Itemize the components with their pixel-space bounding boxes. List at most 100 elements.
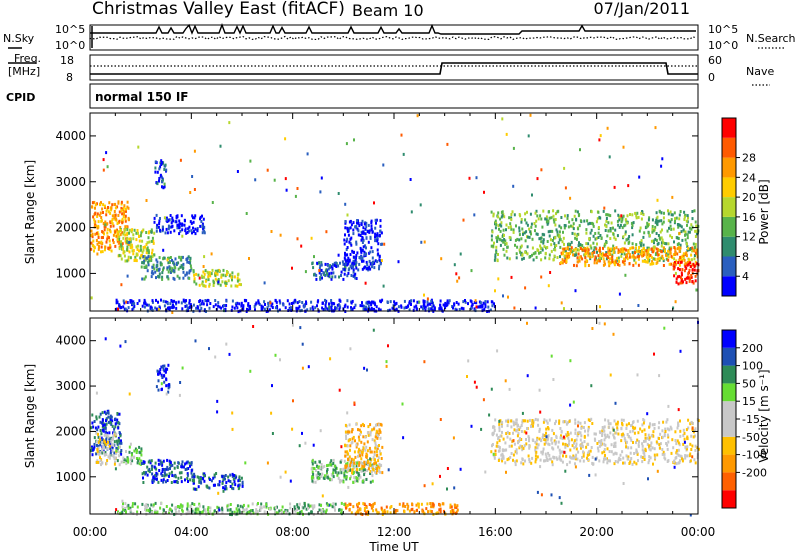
data-cell — [558, 230, 561, 234]
data-cell — [690, 274, 693, 277]
data-cell — [686, 447, 688, 451]
data-cell — [560, 434, 562, 438]
data-cell — [379, 436, 382, 440]
noise-cell — [270, 230, 273, 233]
data-cell — [413, 305, 416, 309]
data-cell — [332, 475, 335, 479]
data-cell — [608, 435, 611, 439]
data-cell — [337, 476, 340, 480]
data-cell — [169, 464, 172, 468]
data-cell — [372, 456, 375, 460]
data-cell — [677, 421, 680, 425]
data-cell — [161, 271, 164, 275]
data-cell — [122, 502, 124, 506]
data-cell — [303, 501, 306, 505]
data-cell — [292, 301, 295, 305]
data-cell — [546, 222, 549, 226]
data-cell — [534, 440, 537, 444]
data-cell — [544, 459, 547, 463]
data-cell — [140, 453, 143, 457]
data-cell — [670, 254, 673, 258]
data-cell — [536, 214, 539, 218]
data-cell — [573, 446, 576, 450]
data-cell — [368, 251, 371, 255]
data-cell — [531, 438, 534, 442]
data-cell — [415, 304, 418, 308]
noise-cell — [214, 355, 217, 359]
data-cell — [685, 219, 688, 223]
data-cell — [138, 445, 141, 449]
data-cell — [90, 241, 93, 245]
noise-cell — [104, 223, 107, 227]
data-cell — [152, 239, 155, 243]
data-cell — [580, 426, 583, 430]
data-cell — [573, 263, 575, 267]
data-cell — [174, 506, 177, 510]
data-cell — [344, 454, 347, 458]
data-cell — [144, 506, 147, 510]
data-cell — [379, 430, 382, 434]
data-cell — [310, 300, 313, 304]
data-cell — [157, 300, 159, 304]
data-cell — [160, 298, 162, 302]
noise-cell — [279, 233, 282, 237]
freq-traces — [90, 62, 698, 75]
data-cell — [345, 437, 348, 440]
data-cell — [312, 472, 315, 476]
data-cell — [288, 308, 291, 312]
data-cell — [225, 282, 228, 285]
data-cell — [583, 421, 586, 425]
data-cell — [570, 438, 573, 442]
data-cell — [296, 508, 299, 512]
noise-cell — [383, 242, 386, 246]
data-cell — [628, 422, 630, 426]
data-cell — [658, 236, 661, 240]
data-cell — [344, 423, 347, 427]
data-cell — [517, 432, 520, 436]
colorbar-box — [722, 236, 736, 257]
noise-cell — [527, 134, 530, 138]
data-cell — [374, 441, 377, 445]
noise-cell — [189, 191, 192, 194]
data-cell — [535, 219, 538, 223]
data-cell — [335, 306, 338, 310]
data-cell — [575, 445, 578, 448]
data-cell — [650, 255, 653, 259]
data-cell — [105, 213, 108, 217]
data-cell — [149, 305, 152, 309]
data-cell — [364, 232, 367, 236]
data-cell — [458, 308, 461, 311]
data-cell — [694, 235, 697, 238]
data-cell — [317, 466, 320, 469]
data-cell — [116, 228, 118, 232]
data-cell — [188, 261, 191, 264]
data-cell — [543, 245, 546, 249]
data-cell — [284, 306, 287, 310]
noise-cell — [254, 178, 257, 182]
data-cell — [323, 474, 326, 478]
data-cell — [647, 433, 650, 437]
data-cell — [352, 266, 355, 270]
data-cell — [647, 218, 650, 222]
data-cell — [544, 452, 547, 456]
data-cell — [646, 221, 649, 225]
data-cell — [134, 258, 137, 262]
data-cell — [363, 507, 366, 510]
data-cell — [688, 230, 691, 234]
data-cell — [100, 240, 103, 244]
data-cell — [679, 246, 682, 250]
data-cell — [534, 229, 536, 233]
data-cell — [614, 460, 617, 463]
data-cell — [355, 479, 358, 482]
data-cell — [667, 258, 670, 262]
data-cell — [504, 448, 507, 452]
data-cell — [95, 431, 98, 435]
data-cell — [662, 450, 665, 454]
noise-cell — [162, 248, 165, 252]
data-cell — [159, 217, 161, 220]
data-cell — [173, 466, 176, 470]
data-cell — [170, 470, 173, 474]
data-cell — [359, 507, 362, 511]
data-cell — [584, 264, 587, 268]
data-cell — [605, 251, 608, 255]
